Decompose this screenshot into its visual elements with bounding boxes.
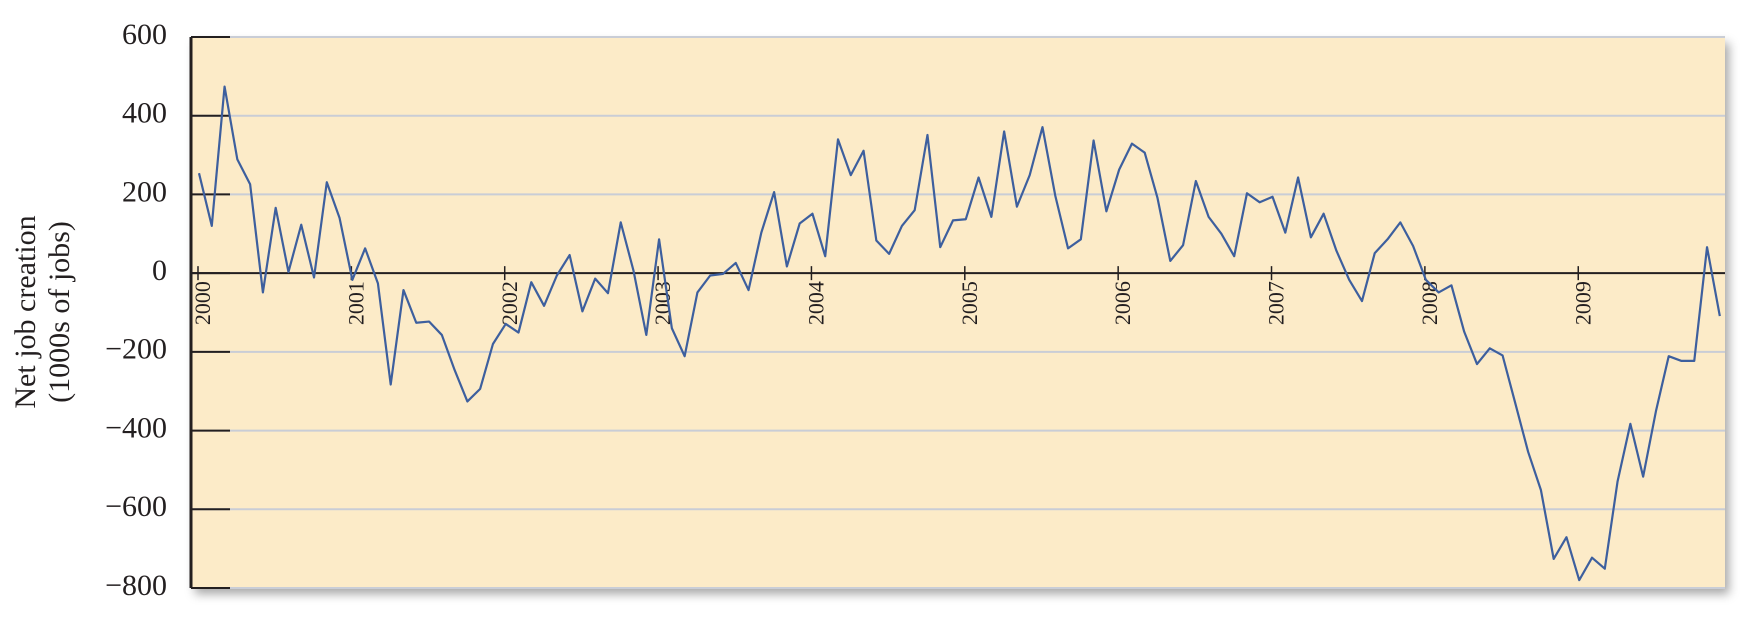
y-tick-label: −600 bbox=[105, 490, 167, 523]
plot-area bbox=[191, 37, 1725, 588]
x-tick-label: 2007 bbox=[1264, 281, 1289, 325]
data-line bbox=[197, 85, 1721, 582]
y-tick-label: 600 bbox=[122, 18, 167, 51]
y-label-line: Net job creation bbox=[9, 215, 42, 408]
y-tick-label: 200 bbox=[122, 175, 167, 208]
y-label-line: (1000s of jobs) bbox=[43, 221, 76, 403]
y-tick-label: −200 bbox=[105, 333, 167, 366]
y-tick-label: 400 bbox=[122, 97, 167, 130]
x-tick-label: 2000 bbox=[190, 281, 215, 325]
x-tick-label: 2005 bbox=[957, 281, 982, 325]
y-axis-title: Net job creation (1000s of jobs) bbox=[9, 215, 76, 408]
x-tick-label: 2004 bbox=[803, 281, 828, 325]
x-tick-label: 2009 bbox=[1570, 281, 1595, 325]
y-tick-label: −800 bbox=[105, 569, 167, 602]
y-tick-label: −400 bbox=[105, 411, 167, 444]
x-tick-label: 2001 bbox=[343, 281, 368, 325]
y-tick-label: 0 bbox=[152, 254, 167, 287]
x-tick-label: 2008 bbox=[1417, 281, 1442, 325]
x-tick-label: 2002 bbox=[497, 281, 522, 325]
x-tick-label: 2006 bbox=[1110, 281, 1135, 325]
